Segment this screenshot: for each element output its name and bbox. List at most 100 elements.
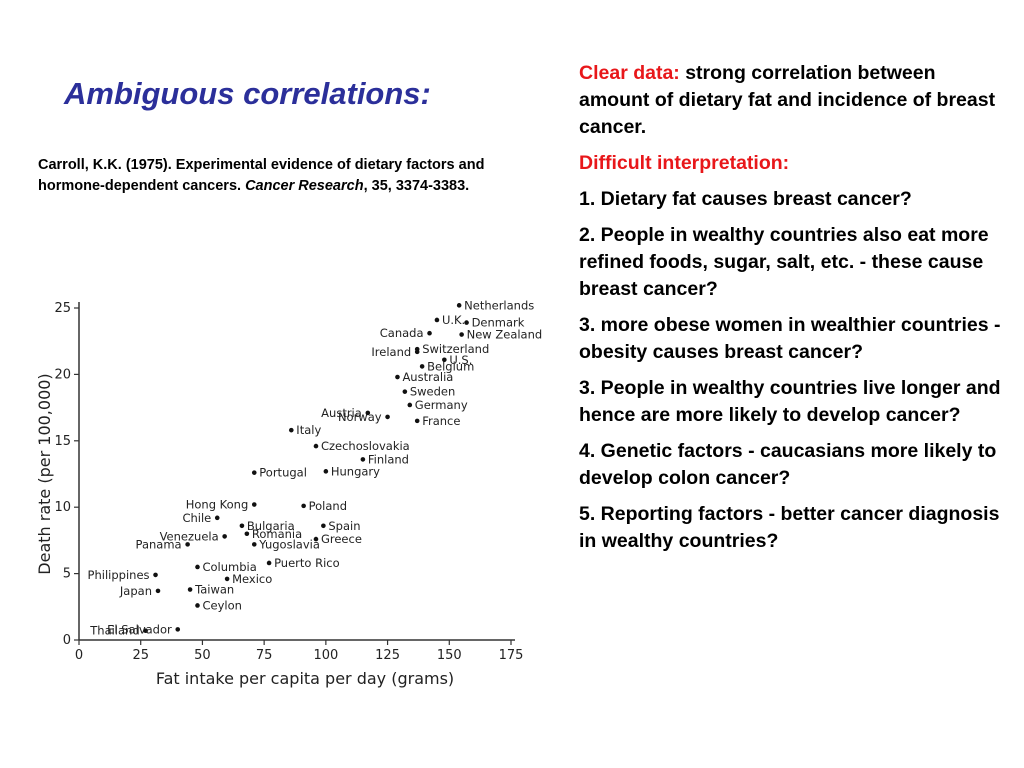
point-label: Switzerland	[422, 342, 489, 356]
data-point	[414, 349, 420, 355]
citation: Carroll, K.K. (1975). Experimental evide…	[38, 155, 538, 197]
data-point	[313, 536, 319, 542]
data-point	[427, 330, 432, 336]
point-label: Denmark	[472, 316, 525, 330]
data-point	[251, 542, 257, 547]
x-tick-label: 150	[437, 648, 462, 663]
point-label: Puerto Rico	[274, 556, 340, 570]
data-point	[323, 469, 329, 474]
data-point	[175, 627, 181, 632]
clear-data-paragraph: Clear data: strong correlation between a…	[579, 60, 1009, 141]
data-point	[464, 320, 469, 325]
x-tick-label: 100	[313, 648, 338, 663]
point-label: Portugal	[259, 466, 307, 480]
data-point	[155, 588, 161, 594]
point-label: Belgium	[427, 359, 474, 373]
point-label: El Salvador	[107, 622, 172, 636]
point-label: France	[422, 414, 460, 428]
point-label: Columbia	[202, 560, 256, 574]
point-4: 3. People in wealthy countries live long…	[579, 377, 1001, 426]
data-point	[442, 357, 447, 363]
point-label: Italy	[296, 423, 321, 437]
point-label: Romania	[252, 527, 302, 541]
point-label: Norway	[338, 410, 382, 424]
data-point	[251, 470, 257, 475]
point-5: 4. Genetic factors - caucasians more lik…	[579, 440, 997, 489]
point-label: U.K.	[442, 313, 465, 327]
y-tick-label: 0	[63, 633, 71, 648]
y-tick-label: 5	[63, 567, 71, 582]
data-point	[187, 587, 193, 592]
scatter-chart: 0 25 50 75 100 125 150 175 0 5 10 15 20 25 ThailandEl…	[35, 298, 543, 688]
data-point	[407, 402, 413, 408]
clear-data-label: Clear data:	[579, 62, 680, 84]
data-point	[195, 564, 200, 570]
data-point	[321, 523, 326, 529]
data-point	[419, 364, 425, 369]
data-point	[195, 603, 200, 608]
citation-rest: , 35, 3374-3383.	[363, 178, 470, 194]
point-label: U.S.	[449, 353, 472, 367]
point-label: Ceylon	[202, 598, 241, 612]
x-tick-label: 25	[132, 648, 149, 663]
point-label: Czechoslovakia	[321, 439, 410, 453]
x-tick-label: 125	[375, 648, 400, 663]
point-2: 2. People in wealthy countries also eat …	[579, 224, 989, 300]
point-label: Chile	[182, 511, 211, 525]
point-label: Netherlands	[464, 298, 534, 312]
slide-title: Ambiguous correlations:	[64, 76, 431, 111]
y-tick-label: 15	[54, 434, 71, 449]
point-label: Japan	[119, 584, 152, 598]
point-label: Philippines	[88, 568, 150, 582]
y-tick-label: 25	[54, 301, 71, 316]
chart-axes: 0 25 50 75 100 125 150 175 0 5 10 15 20 25	[54, 301, 523, 663]
data-point	[402, 389, 408, 394]
point-label: Hungary	[331, 464, 380, 478]
point-label: Canada	[380, 326, 424, 340]
data-point	[313, 443, 319, 449]
point-label: Bulgaria	[247, 519, 295, 533]
y-axis-label: Death rate (per 100,000)	[35, 373, 54, 574]
point-label: Sweden	[410, 385, 455, 399]
data-point	[301, 503, 306, 509]
point-label: Venezuela	[160, 529, 219, 543]
data-point	[365, 410, 371, 416]
difficult-label: Difficult interpretation:	[579, 152, 790, 174]
data-point	[459, 332, 464, 337]
clear-data-text: strong correlation between amount of die…	[579, 62, 996, 138]
x-tick-label: 0	[75, 648, 83, 663]
x-tick-label: 75	[256, 648, 273, 663]
data-point	[288, 427, 294, 433]
data-point	[266, 560, 272, 566]
data-point	[185, 542, 190, 547]
point-label: Taiwan	[194, 583, 234, 597]
point-label: Spain	[328, 519, 360, 533]
point-1: 1. Dietary fat causes breast cancer?	[579, 188, 912, 210]
point-label: Germany	[415, 398, 468, 412]
data-point	[143, 628, 148, 634]
data-point	[385, 414, 390, 420]
point-label: Finland	[368, 452, 409, 466]
point-label: Mexico	[232, 572, 272, 586]
y-tick-label: 20	[54, 367, 71, 382]
point-3: 3. more obese women in wealthier countri…	[579, 314, 1001, 363]
x-axis-label: Fat intake per capita per day (grams)	[156, 669, 454, 688]
point-label: Hong Kong	[186, 498, 249, 512]
data-point	[153, 572, 158, 578]
point-label: Austria	[321, 406, 362, 420]
point-label: Yugoslavia	[258, 537, 320, 551]
interpretation-panel: Clear data: strong correlation between a…	[579, 60, 1009, 564]
citation-journal: Cancer Research	[245, 178, 364, 194]
y-tick-label: 10	[54, 500, 71, 515]
x-tick-label: 175	[499, 648, 524, 663]
citation-main: Carroll, K.K. (1975). Experimental evide…	[38, 157, 485, 194]
data-point	[244, 531, 250, 537]
data-point	[224, 576, 230, 582]
point-label: New Zealand	[467, 328, 543, 342]
x-tick-label: 50	[194, 648, 211, 663]
point-label: Poland	[309, 499, 347, 513]
data-point	[239, 523, 245, 529]
point-6: 5. Reporting factors - better cancer dia…	[579, 503, 1000, 552]
point-label: Thailand	[89, 624, 139, 638]
